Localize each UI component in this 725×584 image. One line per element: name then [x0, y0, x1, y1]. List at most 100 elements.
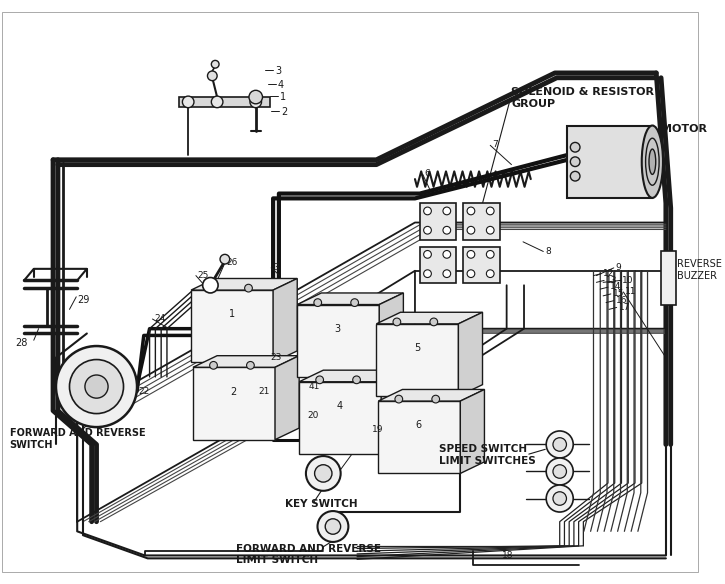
- Text: 6: 6: [425, 169, 431, 179]
- Circle shape: [486, 270, 494, 277]
- Circle shape: [423, 207, 431, 215]
- Text: 3: 3: [335, 324, 341, 334]
- Circle shape: [70, 360, 123, 413]
- Circle shape: [56, 346, 137, 427]
- Text: 1: 1: [280, 92, 286, 102]
- Text: MOTOR: MOTOR: [661, 124, 707, 134]
- Circle shape: [423, 227, 431, 234]
- Polygon shape: [379, 293, 403, 377]
- Circle shape: [395, 395, 402, 403]
- Circle shape: [467, 207, 475, 215]
- Circle shape: [249, 91, 262, 104]
- Bar: [568, 126, 652, 199]
- Text: A: A: [96, 387, 102, 396]
- Polygon shape: [376, 324, 458, 396]
- Text: 14: 14: [610, 282, 621, 291]
- Circle shape: [203, 277, 218, 293]
- Text: 5: 5: [425, 208, 431, 217]
- Circle shape: [432, 395, 439, 403]
- Circle shape: [210, 361, 217, 369]
- Polygon shape: [273, 279, 297, 363]
- Circle shape: [247, 361, 254, 369]
- Bar: [420, 203, 457, 240]
- Polygon shape: [193, 356, 299, 367]
- Circle shape: [553, 438, 566, 451]
- Circle shape: [443, 270, 451, 277]
- Circle shape: [553, 492, 566, 505]
- Text: 22: 22: [138, 387, 149, 395]
- Circle shape: [326, 519, 341, 534]
- Text: 20: 20: [307, 411, 318, 420]
- Circle shape: [183, 96, 194, 107]
- Polygon shape: [297, 293, 403, 304]
- Polygon shape: [378, 401, 460, 474]
- Polygon shape: [378, 390, 484, 401]
- Circle shape: [546, 431, 573, 458]
- Circle shape: [571, 157, 580, 166]
- Text: 3: 3: [273, 263, 279, 272]
- Polygon shape: [458, 312, 483, 396]
- Bar: [420, 246, 457, 283]
- Circle shape: [423, 270, 431, 277]
- Text: 9: 9: [616, 263, 621, 272]
- Text: FORWARD AND REVERSE
SWITCH: FORWARD AND REVERSE SWITCH: [9, 428, 145, 450]
- Text: 12: 12: [603, 269, 615, 278]
- Circle shape: [443, 227, 451, 234]
- Polygon shape: [299, 370, 405, 382]
- Text: 16: 16: [616, 296, 627, 305]
- Text: 5: 5: [414, 343, 420, 353]
- Text: 11: 11: [626, 287, 637, 296]
- Polygon shape: [191, 290, 273, 363]
- Circle shape: [393, 318, 401, 326]
- Text: 10: 10: [623, 276, 634, 284]
- Text: 19: 19: [371, 425, 383, 434]
- Ellipse shape: [642, 126, 663, 198]
- Polygon shape: [376, 312, 483, 324]
- Text: 6: 6: [415, 420, 422, 430]
- Circle shape: [467, 227, 475, 234]
- Text: 29: 29: [77, 295, 90, 305]
- Text: REVERSE
BUZZER: REVERSE BUZZER: [677, 259, 722, 281]
- Text: 17: 17: [618, 303, 630, 312]
- Circle shape: [571, 142, 580, 152]
- Polygon shape: [275, 356, 299, 440]
- Polygon shape: [193, 367, 275, 440]
- Text: 15: 15: [613, 289, 624, 298]
- Circle shape: [467, 270, 475, 277]
- Circle shape: [316, 376, 323, 384]
- Circle shape: [443, 251, 451, 258]
- Text: 1: 1: [228, 310, 235, 319]
- Text: 24: 24: [154, 314, 165, 323]
- Bar: [463, 246, 500, 283]
- Circle shape: [207, 71, 217, 81]
- Circle shape: [423, 251, 431, 258]
- Text: 28: 28: [15, 338, 28, 348]
- Text: 25: 25: [198, 271, 210, 280]
- Text: 4: 4: [278, 79, 284, 90]
- Circle shape: [430, 318, 438, 326]
- Circle shape: [443, 207, 451, 215]
- Circle shape: [486, 207, 494, 215]
- Text: 23: 23: [270, 353, 281, 362]
- Circle shape: [220, 255, 230, 264]
- Text: 3: 3: [275, 66, 281, 76]
- Circle shape: [315, 465, 332, 482]
- Circle shape: [314, 299, 322, 307]
- Circle shape: [318, 511, 349, 542]
- Text: 8: 8: [545, 246, 551, 256]
- Circle shape: [85, 375, 108, 398]
- Circle shape: [467, 251, 475, 258]
- Circle shape: [546, 485, 573, 512]
- Text: 18: 18: [502, 551, 513, 559]
- Text: 7: 7: [492, 141, 498, 150]
- Bar: [178, 97, 270, 107]
- Circle shape: [208, 284, 215, 292]
- Bar: [463, 203, 500, 240]
- Circle shape: [212, 96, 223, 107]
- Text: 2: 2: [281, 107, 287, 117]
- Text: SPEED SWITCH
LIMIT SWITCHES: SPEED SWITCH LIMIT SWITCHES: [439, 444, 536, 466]
- Circle shape: [546, 458, 573, 485]
- Circle shape: [351, 299, 358, 307]
- Circle shape: [571, 171, 580, 181]
- Text: 4: 4: [336, 401, 343, 411]
